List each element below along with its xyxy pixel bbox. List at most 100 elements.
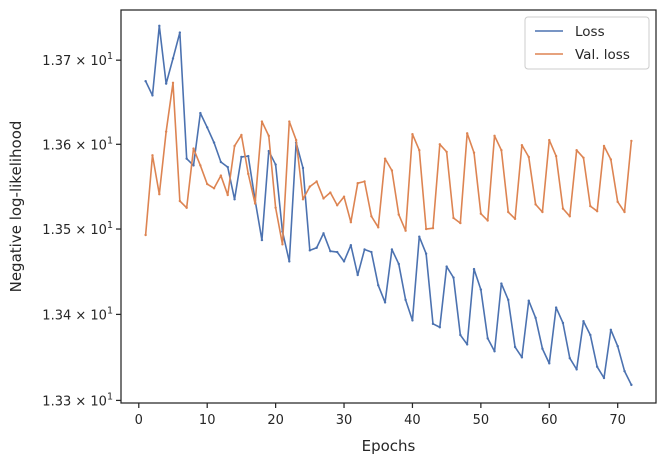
- data-point-loss: [418, 235, 421, 238]
- data-point-loss: [445, 265, 448, 268]
- data-point-val-loss: [363, 180, 366, 183]
- data-point-val-loss: [370, 215, 373, 218]
- data-point-val-loss: [226, 193, 229, 197]
- data-point-val-loss: [253, 202, 257, 205]
- data-point-val-loss: [513, 217, 517, 221]
- data-point-loss: [233, 198, 236, 201]
- data-point-val-loss: [294, 138, 298, 142]
- data-point-loss: [595, 365, 599, 368]
- legend-label-val-loss: Val. loss: [575, 47, 630, 63]
- y-tick-label: 1.35 × 101: [42, 220, 113, 238]
- x-axis-ticks: 0 10 20 30 40 50 60 70: [135, 403, 626, 428]
- data-point-val-loss: [493, 134, 496, 138]
- data-point-loss: [377, 284, 380, 287]
- data-point-val-loss: [479, 212, 483, 215]
- data-point-loss: [472, 267, 476, 271]
- data-point-loss: [623, 369, 626, 373]
- x-axis-label: Epochs: [362, 437, 416, 455]
- data-point-loss: [219, 160, 223, 164]
- data-point-val-loss: [164, 130, 168, 133]
- data-point-val-loss: [219, 174, 223, 177]
- y-axis-ticks: 1.33 × 101 1.34 × 101 1.35 × 101 1.36 × 101…: [42, 51, 121, 409]
- data-point-loss: [630, 383, 633, 387]
- data-point-val-loss: [158, 193, 161, 196]
- data-point-loss: [329, 249, 332, 253]
- data-point-loss: [459, 333, 462, 337]
- plot-area: [120, 9, 657, 404]
- x-tick-label: 40: [404, 413, 421, 428]
- x-tick-label: 30: [336, 413, 353, 428]
- data-point-val-loss: [315, 180, 318, 183]
- data-point-loss: [548, 362, 551, 365]
- data-point-val-loss: [582, 156, 585, 160]
- data-point-val-loss: [322, 197, 325, 200]
- data-point-loss: [260, 238, 264, 242]
- data-point-val-loss: [206, 182, 209, 186]
- data-point-val-loss: [240, 133, 243, 137]
- data-point-val-loss: [397, 213, 400, 216]
- data-point-val-loss: [390, 169, 394, 172]
- data-point-loss: [199, 111, 202, 115]
- data-point-loss: [541, 347, 544, 350]
- data-point-loss: [315, 246, 318, 249]
- x-tick-label: 70: [609, 413, 626, 428]
- data-point-loss: [424, 252, 428, 255]
- y-tick-label: 1.34 × 101: [42, 305, 113, 323]
- data-point-val-loss: [486, 219, 489, 222]
- data-point-val-loss: [404, 229, 407, 232]
- data-point-loss: [274, 163, 277, 166]
- series-layer: [144, 24, 633, 387]
- data-point-loss: [486, 337, 489, 340]
- data-point-loss: [520, 356, 524, 359]
- data-point-val-loss: [247, 172, 250, 176]
- data-point-val-loss: [431, 226, 435, 230]
- data-point-val-loss: [342, 195, 346, 198]
- data-point-loss: [411, 319, 414, 322]
- data-point-val-loss: [424, 227, 428, 231]
- data-point-val-loss: [212, 187, 216, 190]
- data-point-val-loss: [527, 155, 530, 159]
- data-point-loss: [534, 316, 537, 320]
- data-point-loss: [383, 301, 387, 304]
- data-point-loss: [171, 57, 175, 60]
- data-point-val-loss: [548, 138, 551, 142]
- data-point-val-loss: [185, 206, 188, 209]
- data-point-loss: [438, 326, 442, 329]
- data-point-loss: [465, 343, 469, 346]
- data-point-loss: [431, 322, 435, 326]
- data-point-loss: [582, 320, 585, 323]
- data-point-val-loss: [356, 182, 359, 185]
- legend: Loss Val. loss: [524, 16, 650, 70]
- data-point-loss: [589, 333, 592, 337]
- data-point-loss: [452, 276, 455, 279]
- data-point-val-loss: [534, 203, 537, 206]
- data-point-val-loss: [630, 139, 633, 143]
- data-point-val-loss: [438, 143, 442, 146]
- data-point-val-loss: [260, 120, 264, 123]
- data-point-val-loss: [288, 120, 291, 123]
- data-point-loss: [363, 248, 366, 251]
- data-point-val-loss: [589, 204, 592, 208]
- data-point-val-loss: [281, 243, 284, 246]
- x-tick-label: 10: [199, 413, 216, 428]
- data-point-loss: [158, 24, 161, 28]
- data-point-val-loss: [199, 164, 202, 167]
- data-point-loss: [164, 82, 168, 85]
- data-point-loss: [513, 345, 517, 349]
- data-point-loss: [144, 79, 147, 83]
- data-point-val-loss: [623, 210, 626, 214]
- data-point-loss: [212, 141, 216, 144]
- data-point-loss: [370, 250, 373, 254]
- data-point-val-loss: [445, 150, 448, 154]
- data-point-loss: [554, 306, 558, 309]
- data-point-val-loss: [568, 215, 571, 218]
- data-point-val-loss: [178, 199, 182, 203]
- data-point-val-loss: [233, 144, 236, 148]
- data-point-val-loss: [192, 147, 195, 150]
- data-point-val-loss: [554, 154, 558, 158]
- data-point-val-loss: [301, 198, 305, 201]
- data-point-val-loss: [609, 158, 613, 161]
- data-point-loss: [602, 376, 606, 380]
- data-point-loss: [479, 288, 483, 291]
- data-point-loss: [527, 299, 530, 302]
